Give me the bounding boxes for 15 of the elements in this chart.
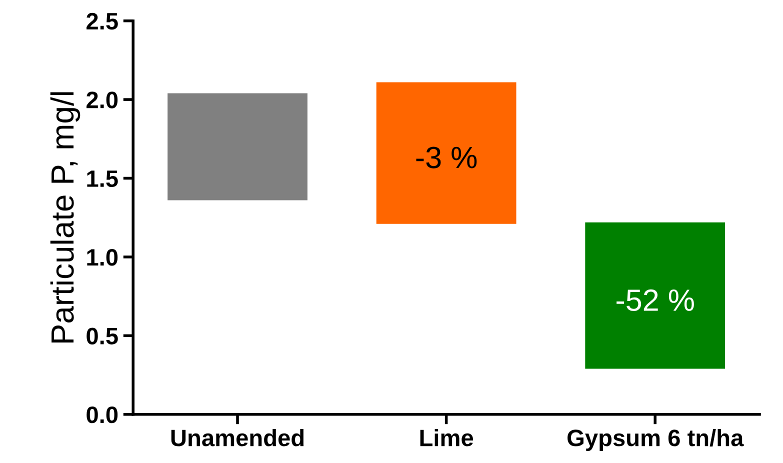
y-tick-label: 2.5 (86, 12, 118, 30)
y-tick-label: 1.0 (87, 249, 118, 266)
bar (168, 93, 308, 200)
y-tick-label: 1.5 (87, 170, 118, 188)
x-tick-label: Gypsum 6 tn/ha (568, 428, 744, 451)
bar (376, 82, 516, 224)
annotation: -3 % (416, 146, 477, 168)
annotation: -52 % (616, 289, 694, 312)
x-tick-label: Unamended (171, 428, 304, 446)
bar (585, 222, 726, 369)
y-tick-label: 0.0 (86, 406, 118, 424)
x-tick-label: Lime (420, 428, 474, 446)
y-axis-title: Particulate P, mg/l (50, 92, 80, 343)
y-tick-label: 0.5 (86, 328, 118, 344)
y-tick-label: 2.0 (86, 92, 118, 108)
